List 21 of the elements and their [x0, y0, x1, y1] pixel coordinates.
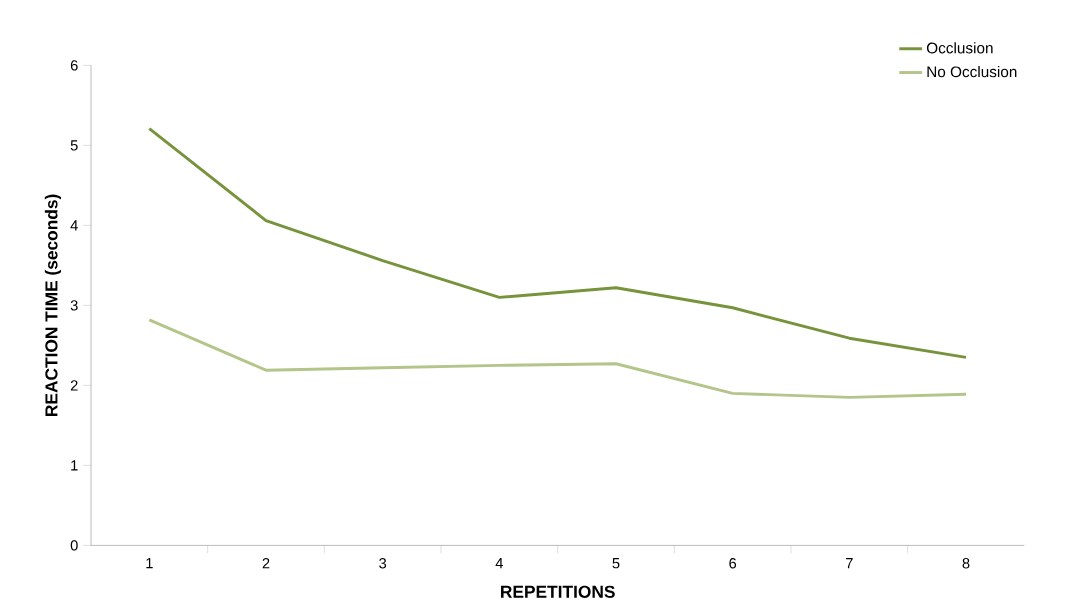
y-axis-title: REACTION TIME (seconds)	[44, 194, 61, 416]
legend-label: No Occlusion	[927, 65, 1017, 78]
x-tick-label: 5	[612, 558, 620, 569]
y-tick-label: 1	[71, 460, 78, 471]
x-tick-label: 4	[495, 558, 503, 569]
y-tick-label: 5	[70, 140, 78, 151]
x-axis-title: REPETITIONS	[501, 585, 615, 598]
line-series	[147, 127, 968, 359]
y-tick-label: 0	[70, 540, 78, 551]
x-tick-label: 3	[379, 558, 387, 569]
x-tick-label: 6	[729, 558, 737, 569]
y-tick-label: 6	[70, 60, 78, 71]
x-tick-label: 1	[146, 558, 153, 569]
x-tick-label: 2	[262, 558, 270, 569]
x-tick-label: 7	[846, 558, 853, 569]
y-tick-label: 3	[70, 300, 78, 311]
y-tick-label: 4	[70, 220, 78, 231]
x-tick-label: 8	[962, 558, 970, 569]
legend-label: Occlusion	[926, 42, 993, 54]
line-series	[147, 318, 968, 399]
y-tick-label: 2	[70, 380, 78, 391]
